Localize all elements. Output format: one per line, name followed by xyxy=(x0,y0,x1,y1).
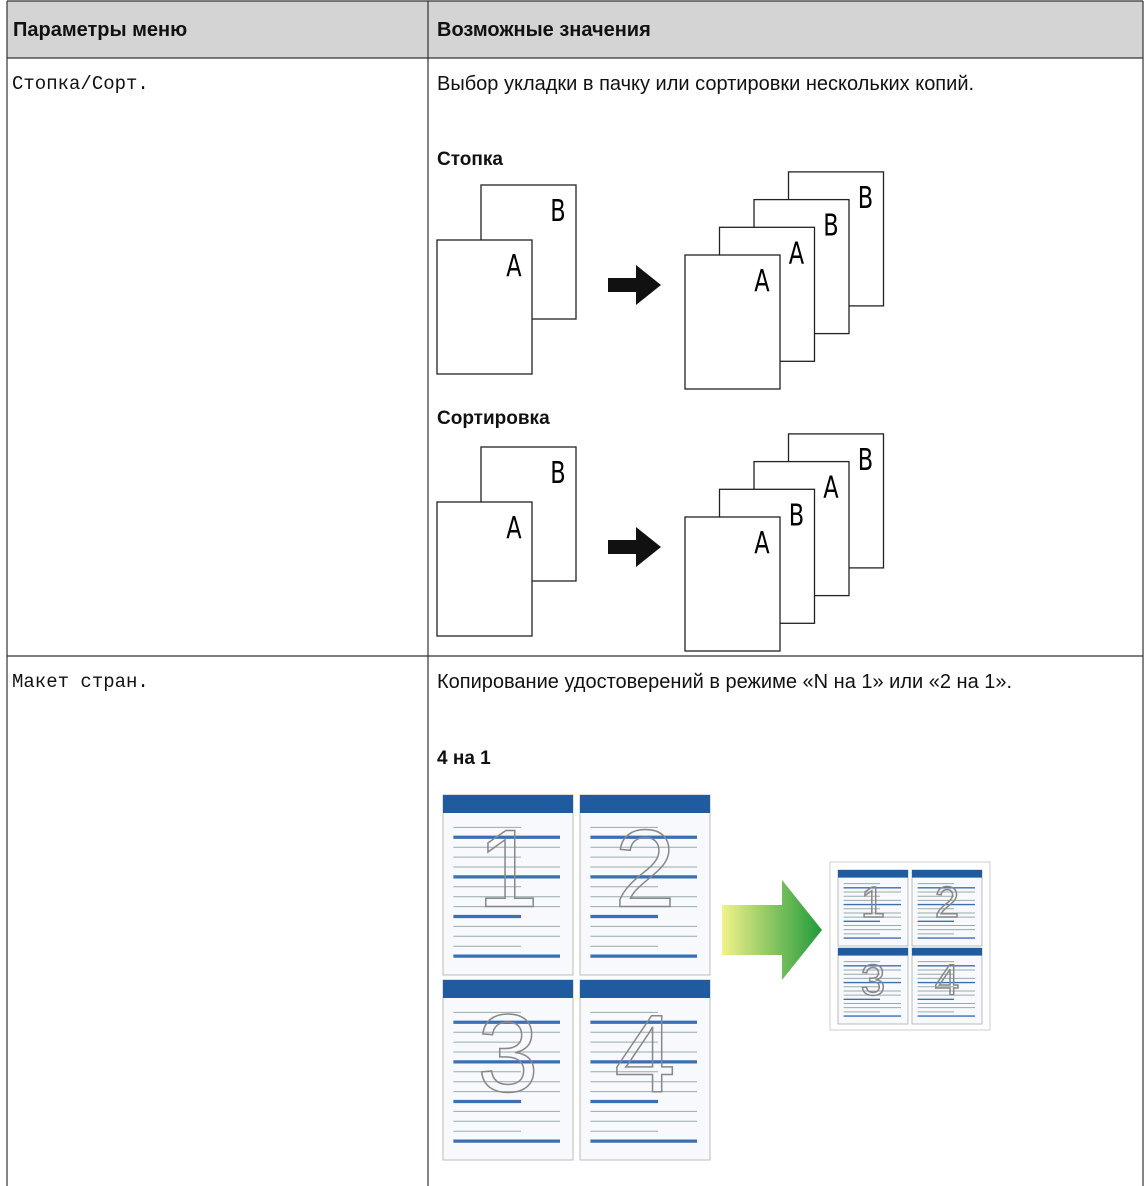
page-number: 4 xyxy=(935,956,959,1005)
page-header xyxy=(580,795,710,813)
figure-title: Стопка xyxy=(437,149,503,170)
page-letter: B xyxy=(789,498,804,533)
page xyxy=(911,869,983,947)
page-header xyxy=(912,870,982,878)
page xyxy=(579,979,711,1161)
page-letter: B xyxy=(823,208,838,243)
option: Макет стран. xyxy=(12,671,149,693)
page-number: 2 xyxy=(614,808,675,931)
figure-title: Сортировка xyxy=(437,408,550,429)
page-letter: A xyxy=(506,249,521,284)
page xyxy=(442,794,574,976)
page xyxy=(579,794,711,976)
page-letter: A xyxy=(823,470,838,505)
page-letter: A xyxy=(754,264,769,299)
page xyxy=(436,501,533,637)
table-grid xyxy=(6,0,1144,1186)
description: Выбор укладки в пачку или сортировки нес… xyxy=(437,73,975,95)
page xyxy=(911,947,983,1025)
page xyxy=(684,516,781,652)
page-header xyxy=(443,795,573,813)
page-number: 1 xyxy=(861,878,885,927)
page-letter: A xyxy=(789,236,804,271)
page-letter: B xyxy=(550,194,565,229)
arrow xyxy=(722,880,822,980)
page-number: 2 xyxy=(935,878,959,927)
header-cell: Параметры меню xyxy=(13,19,188,41)
page xyxy=(837,869,909,947)
page-header xyxy=(838,870,908,878)
page-number: 4 xyxy=(614,993,675,1116)
arrow xyxy=(608,265,661,305)
header-cell: Возможные значения xyxy=(437,19,651,41)
figure-title: 4 на 1 xyxy=(437,748,491,769)
page-header xyxy=(912,948,982,956)
page xyxy=(684,254,781,390)
description: Копирование удостоверений в режиме «N на… xyxy=(437,671,1013,693)
page-number: 1 xyxy=(477,808,538,931)
page-letter: B xyxy=(858,181,873,216)
option: Стопка/Сорт. xyxy=(12,73,149,95)
page-letter: A xyxy=(506,511,521,546)
page-header xyxy=(580,980,710,998)
page xyxy=(442,979,574,1161)
page-letter: B xyxy=(550,456,565,491)
page-number: 3 xyxy=(477,993,538,1116)
page xyxy=(436,239,533,375)
page-letter: B xyxy=(858,443,873,478)
page-letter: A xyxy=(754,526,769,561)
arrow xyxy=(608,527,661,567)
page-number: 3 xyxy=(861,956,885,1005)
page-header xyxy=(838,948,908,956)
header-bg xyxy=(7,1,1143,58)
page-header xyxy=(443,980,573,998)
